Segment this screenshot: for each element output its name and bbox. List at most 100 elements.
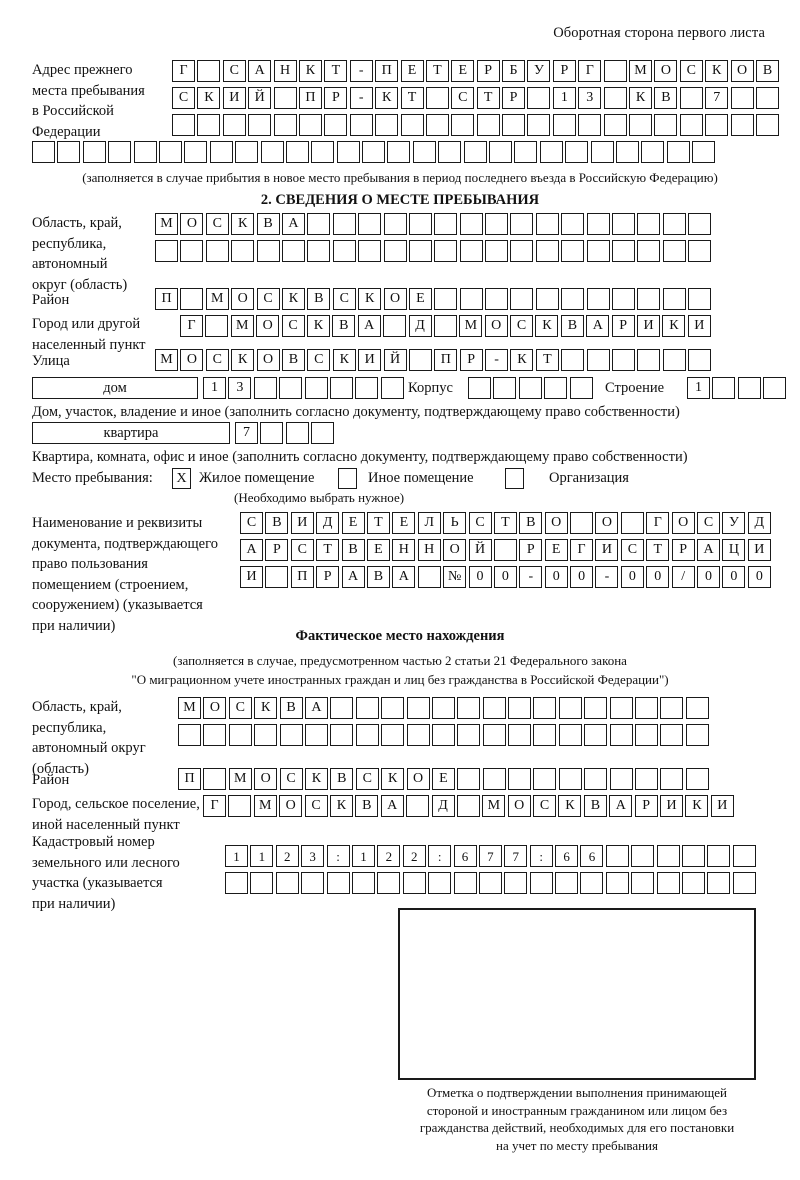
char-cell[interactable]: 0 xyxy=(646,566,670,588)
char-cell[interactable] xyxy=(438,141,462,163)
char-cell[interactable] xyxy=(457,724,481,746)
char-cell[interactable]: А xyxy=(240,539,263,561)
char-cell[interactable] xyxy=(184,141,208,163)
char-cell[interactable] xyxy=(603,114,627,136)
korpus-cells[interactable] xyxy=(468,377,595,399)
char-cell[interactable]: 1 xyxy=(225,845,248,867)
char-cell[interactable]: Н xyxy=(392,539,416,561)
char-cell[interactable] xyxy=(688,240,712,262)
char-cell[interactable] xyxy=(362,141,386,163)
char-cell[interactable]: 0 xyxy=(722,566,746,588)
char-cell[interactable] xyxy=(605,845,629,867)
char-cell[interactable] xyxy=(375,114,399,136)
char-cell[interactable] xyxy=(763,377,787,399)
char-cell[interactable] xyxy=(330,724,354,746)
char-cell[interactable]: 7 xyxy=(705,87,729,109)
char-cell[interactable]: В xyxy=(279,697,303,719)
char-cell[interactable]: Е xyxy=(400,60,424,82)
char-cell[interactable]: С xyxy=(222,60,246,82)
char-cell[interactable] xyxy=(387,141,411,163)
char-cell[interactable] xyxy=(510,288,534,310)
char-cell[interactable] xyxy=(561,349,585,371)
char-cell[interactable]: Г xyxy=(646,512,670,534)
char-cell[interactable]: Ц xyxy=(722,539,746,561)
char-cell[interactable]: В xyxy=(583,795,607,817)
char-cell[interactable]: С xyxy=(355,768,379,790)
char-cell[interactable] xyxy=(660,697,684,719)
char-cell[interactable] xyxy=(298,114,322,136)
char-cell[interactable]: К xyxy=(298,60,322,82)
char-cell[interactable]: 1 xyxy=(250,845,274,867)
char-cell[interactable]: К xyxy=(358,288,382,310)
char-cell[interactable] xyxy=(402,872,426,894)
char-cell[interactable] xyxy=(603,87,627,109)
char-cell[interactable]: М xyxy=(253,795,277,817)
char-cell[interactable] xyxy=(228,724,252,746)
char-cell[interactable]: Д xyxy=(747,512,771,534)
char-cell[interactable]: К xyxy=(197,87,221,109)
char-cell[interactable]: 7 xyxy=(478,845,502,867)
char-cell[interactable] xyxy=(508,724,532,746)
char-cell[interactable] xyxy=(561,288,585,310)
char-cell[interactable] xyxy=(637,213,661,235)
char-cell[interactable]: И xyxy=(637,315,661,337)
char-cell[interactable]: Р xyxy=(476,60,500,82)
char-cell[interactable]: К xyxy=(254,697,278,719)
char-cell[interactable] xyxy=(590,141,614,163)
char-cell[interactable]: О xyxy=(595,512,619,534)
char-cell[interactable]: А xyxy=(304,697,328,719)
char-cell[interactable] xyxy=(510,213,534,235)
char-cell[interactable]: К xyxy=(381,768,405,790)
char-cell[interactable]: 0 xyxy=(493,566,517,588)
char-cell[interactable] xyxy=(609,697,633,719)
char-cell[interactable] xyxy=(666,141,690,163)
char-cell[interactable] xyxy=(641,141,665,163)
char-cell[interactable]: Д xyxy=(431,795,455,817)
char-cell[interactable]: Т xyxy=(366,512,390,534)
char-cell[interactable] xyxy=(457,697,481,719)
char-cell[interactable] xyxy=(349,114,373,136)
char-cell[interactable] xyxy=(482,697,506,719)
char-cell[interactable] xyxy=(457,768,481,790)
char-cell[interactable] xyxy=(434,240,458,262)
char-cell[interactable]: О xyxy=(180,349,204,371)
char-cell[interactable] xyxy=(609,724,633,746)
char-cell[interactable] xyxy=(682,845,706,867)
char-cell[interactable] xyxy=(755,87,779,109)
char-cell[interactable]: 1 xyxy=(351,845,375,867)
char-cell[interactable] xyxy=(155,240,178,262)
char-cell[interactable]: 2 xyxy=(377,845,401,867)
char-cell[interactable] xyxy=(707,872,731,894)
char-cell[interactable] xyxy=(584,768,608,790)
char-cell[interactable]: О xyxy=(180,213,204,235)
char-cell[interactable]: О xyxy=(544,512,568,534)
char-cell[interactable]: К xyxy=(662,315,686,337)
char-cell[interactable]: 0 xyxy=(620,566,644,588)
char-cell[interactable] xyxy=(408,240,432,262)
char-cell[interactable] xyxy=(311,422,335,444)
char-cell[interactable] xyxy=(637,288,661,310)
char-cell[interactable]: С xyxy=(332,288,356,310)
char-cell[interactable] xyxy=(688,288,712,310)
char-cell[interactable] xyxy=(620,512,644,534)
char-cell[interactable]: 0 xyxy=(544,566,568,588)
char-cell[interactable]: К xyxy=(510,349,534,371)
char-cell[interactable]: Р xyxy=(552,60,576,82)
char-cell[interactable] xyxy=(383,240,407,262)
char-cell[interactable]: М xyxy=(629,60,653,82)
char-cell[interactable]: С xyxy=(533,795,557,817)
char-cell[interactable] xyxy=(355,377,379,399)
char-cell[interactable] xyxy=(609,768,633,790)
char-cell[interactable]: А xyxy=(392,566,416,588)
char-cell[interactable] xyxy=(605,872,629,894)
char-cell[interactable]: О xyxy=(279,795,303,817)
char-cell[interactable] xyxy=(539,141,563,163)
char-cell[interactable] xyxy=(180,288,204,310)
char-cell[interactable] xyxy=(535,288,559,310)
char-cell[interactable] xyxy=(544,377,568,399)
char-cell[interactable] xyxy=(485,213,509,235)
char-cell[interactable]: Е xyxy=(408,288,432,310)
